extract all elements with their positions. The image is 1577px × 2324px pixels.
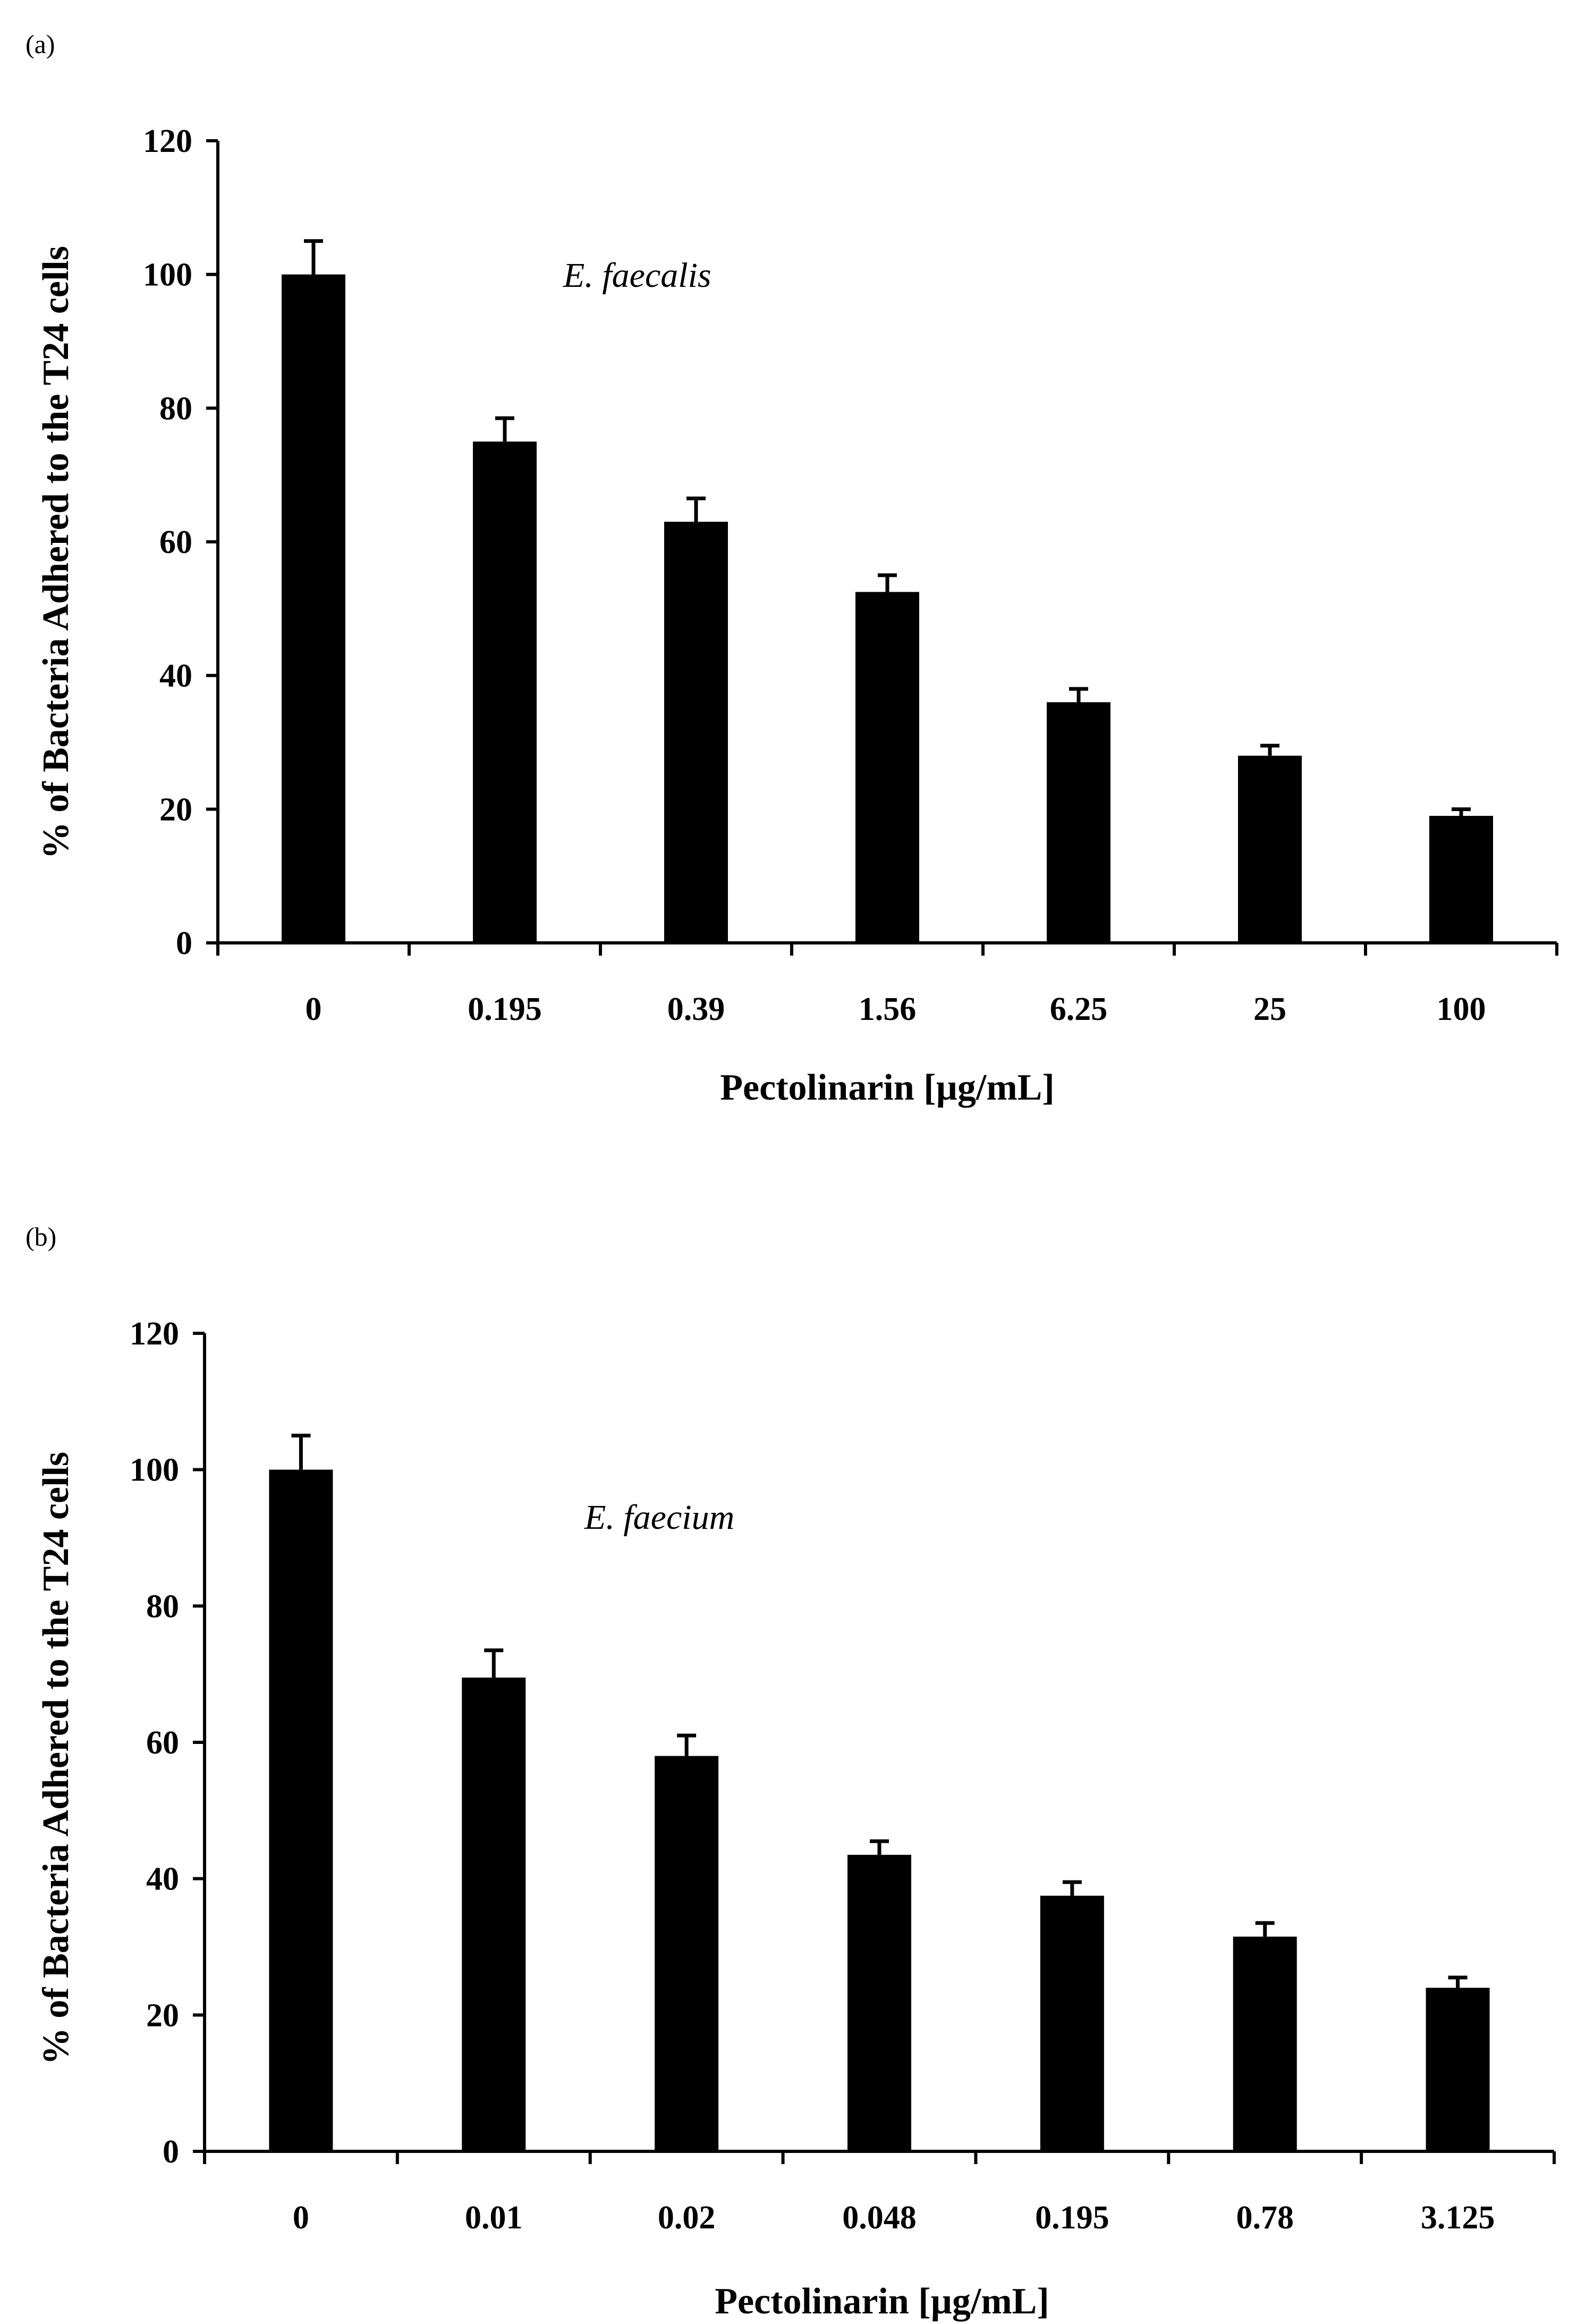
panel-b-y-tick-label: 0: [163, 2134, 179, 2170]
panel-a-y-tick-label: 80: [159, 390, 192, 427]
panel-a-x-tick-label-6: 100: [1437, 991, 1486, 1027]
panel-a-x-tick-label-1: 0.195: [468, 991, 542, 1027]
panel-a-y-tick-label: 20: [159, 791, 192, 828]
panel-b-x-axis-title: Pectolinarin [µg/mL]: [715, 2281, 1049, 2322]
panel-a-chart: (a) % of Bacteria Adhered to the T24 cel…: [26, 29, 1558, 1108]
panel-b-bar-3: [847, 1854, 911, 2151]
panel-a-x-tick-label-5: 25: [1253, 991, 1286, 1027]
panel-a-x-tick-label-4: 6.25: [1050, 991, 1108, 1027]
panel-b-label: (b): [26, 1222, 56, 1252]
panel-a-x-tick-label-2: 0.39: [667, 991, 725, 1027]
panel-b-chart: (b) % of Bacteria Adhered to the T24 cel…: [26, 1222, 1556, 2322]
panel-b-species-annotation: E. faecium: [584, 1498, 734, 1537]
panel-b-x-tick-label-5: 0.78: [1236, 2200, 1294, 2236]
panel-b-x-tick-label-2: 0.02: [658, 2200, 716, 2236]
panel-a-bar-6: [1429, 815, 1493, 943]
panel-b-y-tick-label: 80: [146, 1588, 179, 1624]
panel-a-bar-0: [282, 274, 345, 943]
panel-a-bar-4: [1047, 702, 1110, 943]
panel-b-y-tick-label: 100: [130, 1452, 179, 1488]
panel-a-y-tick-label: 40: [159, 658, 192, 694]
panel-a-label: (a): [26, 29, 55, 59]
panel-a-y-tick-label: 120: [143, 123, 192, 159]
panel-a-species-annotation: E. faecalis: [563, 256, 711, 295]
panel-a-y-tick-label: 0: [176, 925, 192, 961]
panel-b-x-tick-label-0: 0: [293, 2200, 309, 2236]
panel-a-bar-5: [1238, 755, 1302, 943]
panel-b-bar-6: [1426, 1988, 1490, 2151]
panel-a-bar-3: [855, 592, 919, 943]
panel-b-x-tick-label-6: 3.125: [1421, 2200, 1495, 2236]
panel-b-x-tick-label-1: 0.01: [465, 2200, 523, 2236]
panel-b-y-tick-label: 20: [146, 1997, 179, 2033]
panel-b-bar-0: [269, 1469, 333, 2151]
panel-b-y-tick-label: 60: [146, 1725, 179, 1761]
panel-a-y-tick-label: 100: [143, 257, 192, 293]
panel-b-bar-5: [1233, 1936, 1297, 2151]
panel-b-bar-1: [462, 1678, 526, 2151]
panel-b-x-tick-label-4: 0.195: [1035, 2200, 1109, 2236]
panel-a-bar-1: [473, 441, 537, 943]
panel-b-bar-4: [1040, 1895, 1104, 2151]
panel-b-y-tick-label: 40: [146, 1861, 179, 1897]
panel-a-x-tick-label-0: 0: [306, 991, 322, 1027]
panel-a-x-tick-label-3: 1.56: [859, 991, 917, 1027]
panel-a-y-tick-label: 60: [159, 524, 192, 560]
panel-a-bar-2: [664, 522, 728, 943]
panel-b-bar-2: [655, 1756, 719, 2151]
panel-b-x-tick-label-3: 0.048: [842, 2200, 917, 2236]
panel-a-x-axis-title: Pectolinarin [µg/mL]: [720, 1067, 1054, 1108]
panel-b-y-tick-label: 120: [130, 1316, 179, 1352]
panel-a-y-axis-title: % of Bacteria Adhered to the T24 cells: [36, 246, 77, 859]
panel-b-y-axis-title: % of Bacteria Adhered to the T24 cells: [36, 1452, 77, 2065]
